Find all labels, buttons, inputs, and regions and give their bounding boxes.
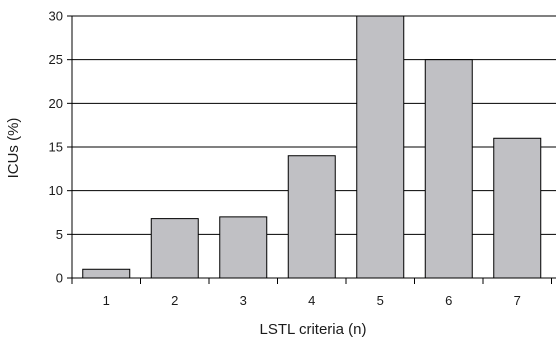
y-axis-title: ICUs (%) — [5, 118, 22, 179]
bar-6 — [424, 59, 473, 279]
x-tick-label: 6 — [445, 293, 452, 308]
x-tick-label: 3 — [240, 293, 247, 308]
bar-1 — [82, 268, 131, 279]
bar-3 — [219, 216, 268, 279]
x-tick-label: 7 — [514, 293, 521, 308]
bar-2 — [150, 218, 199, 279]
x-tick-label: 2 — [171, 293, 178, 308]
y-tick-label: 20 — [49, 96, 63, 111]
bar-7 — [493, 137, 542, 279]
bar-5 — [356, 15, 405, 279]
y-tick-label: 0 — [56, 271, 63, 286]
gridlines — [72, 15, 556, 235]
bars — [82, 15, 542, 279]
y-tick-label: 15 — [49, 140, 63, 155]
x-tick-label: 4 — [308, 293, 315, 308]
x-axis-ticks: 1 2 3 4 5 6 7 — [71, 278, 552, 308]
y-tick-label: 10 — [49, 183, 63, 198]
y-tick-label: 30 — [49, 9, 63, 24]
y-tick-label: 5 — [56, 227, 63, 242]
y-axis-ticks: 0 5 10 15 20 25 30 — [49, 9, 72, 286]
x-axis-title: LSTL criteria (n) — [260, 321, 367, 338]
y-tick-label: 25 — [49, 52, 63, 67]
x-tick-label: 5 — [377, 293, 384, 308]
bar-4 — [287, 155, 336, 279]
x-tick-label: 1 — [103, 293, 110, 308]
